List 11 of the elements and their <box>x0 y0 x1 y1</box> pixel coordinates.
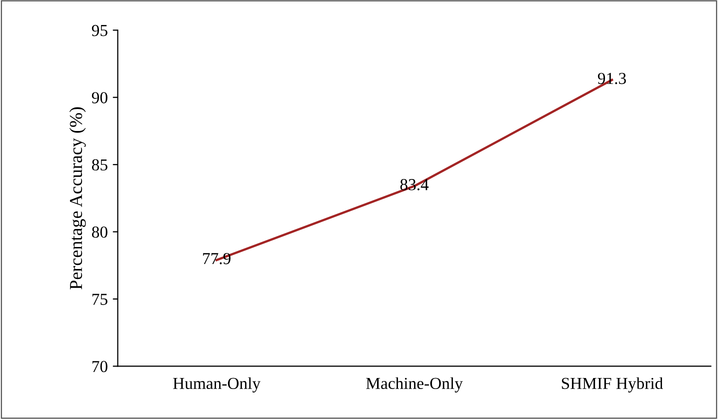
data-label: 91.3 <box>598 72 626 84</box>
y-tick-label: 95 <box>92 24 108 36</box>
x-tick-label: SHMIF Hybrid <box>562 377 663 392</box>
x-tick-label: Machine-Only <box>366 377 463 392</box>
y-tick-label: 70 <box>92 360 108 372</box>
y-tick-label: 90 <box>92 92 108 104</box>
y-tick-label: 85 <box>92 159 108 171</box>
x-tick-label: Human-Only <box>173 377 261 392</box>
y-tick-label: 80 <box>92 226 108 238</box>
y-axis-title: Percentage Accuracy (%) <box>69 107 86 290</box>
y-tick-label: 75 <box>92 294 108 305</box>
